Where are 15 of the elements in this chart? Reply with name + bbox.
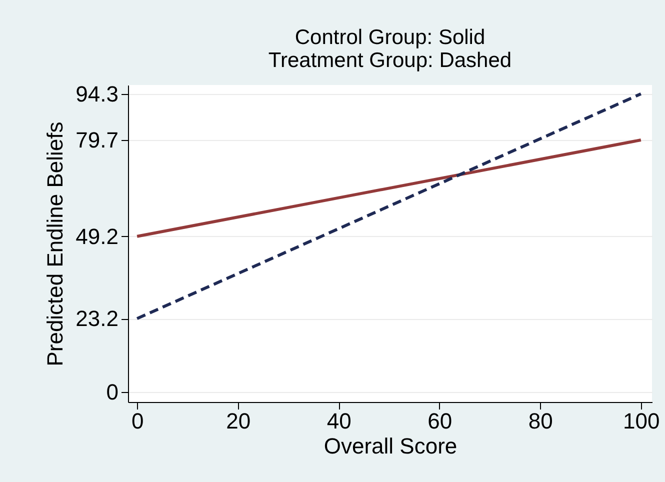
x-tick-label: 0 [131, 408, 144, 434]
y-tick-label: 0 [106, 379, 118, 404]
y-tick-label: 49.2 [76, 224, 118, 249]
x-axis-title: Overall Score [324, 434, 458, 458]
y-tick-label: 23.2 [76, 306, 118, 332]
y-tick-label: 94.3 [76, 81, 118, 106]
x-tick-label: 20 [226, 408, 251, 434]
chart-title: Control Group: Solid [294, 26, 486, 49]
x-tick-label: 100 [623, 408, 660, 434]
y-axis-title: Predicted Endline Beliefs [42, 122, 68, 366]
x-tick-label: 40 [326, 408, 352, 434]
x-tick-label: 80 [528, 408, 553, 434]
x-tick-label: 60 [428, 408, 452, 434]
y-tick-label: 79.7 [76, 127, 118, 152]
chart-subtitle: Treatment Group: Dashed [268, 48, 512, 72]
